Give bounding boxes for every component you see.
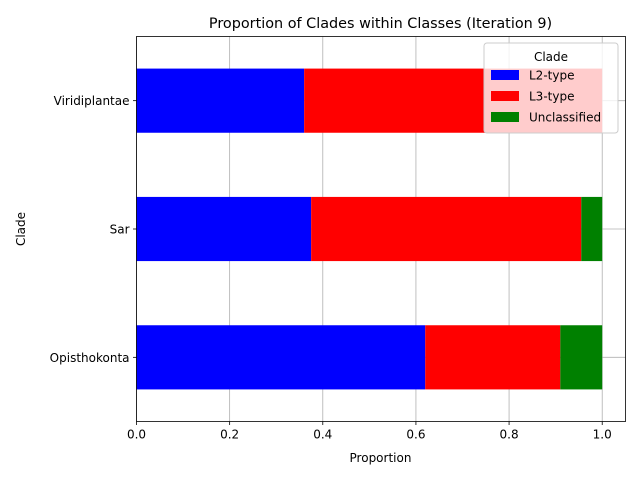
x-tick-label: 0.8 [500,428,519,442]
bar-l3-type-opisthokonta [425,325,561,390]
legend-label: L3-type [529,90,574,104]
legend-swatch [491,112,519,122]
x-tick-label: 0.2 [220,428,239,442]
legend: Clade L2-type L3-type Unclassified [483,42,619,134]
bar-l2-type-sar [136,196,312,262]
bar-l3-type-sar [311,196,582,262]
bar-unclassified-sar [581,196,603,262]
bar-l2-type-viridiplantae [136,68,305,133]
legend-swatch [491,70,519,80]
bar-l2-type-opisthokonta [136,325,426,390]
legend-title: Clade [534,50,568,64]
legend-label: Unclassified [529,111,601,125]
legend-frame [483,42,619,134]
x-tick-label: 0.6 [406,428,425,442]
y-tick-label: Viridiplantae [54,94,130,108]
y-axis-label: Clade [14,212,28,246]
x-tick-label: 1.0 [593,428,612,442]
x-axis-label: Proportion [350,451,412,465]
chart-title: Proportion of Clades within Classes (Ite… [209,16,552,32]
y-axis-ticks: Opisthokonta Sar Viridiplantae [50,94,137,365]
legend-label: L2-type [529,69,574,83]
y-tick-label: Opisthokonta [50,351,130,365]
x-tick-label: 0.0 [127,428,146,442]
bars [136,68,603,390]
legend-swatch [491,91,519,101]
x-tick-label: 0.4 [313,428,332,442]
bar-unclassified-opisthokonta [560,325,603,390]
x-axis-ticks: 0.0 0.2 0.4 0.6 0.8 1.0 [127,421,612,442]
y-tick-label: Sar [110,223,130,237]
